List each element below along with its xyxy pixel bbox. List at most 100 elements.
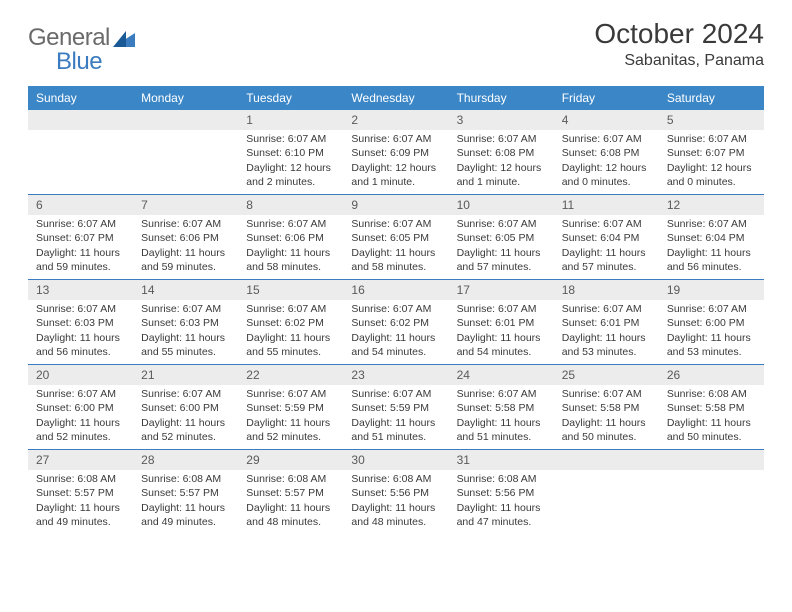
week-row: 13Sunrise: 6:07 AMSunset: 6:03 PMDayligh…	[28, 279, 764, 364]
sunset: Sunset: 6:09 PM	[351, 146, 440, 160]
empty-cell	[554, 450, 659, 534]
day-body: Sunrise: 6:08 AMSunset: 5:58 PMDaylight:…	[659, 385, 764, 448]
day-body: Sunrise: 6:07 AMSunset: 6:00 PMDaylight:…	[28, 385, 133, 448]
sunrise: Sunrise: 6:07 AM	[246, 302, 335, 316]
day-cell: 28Sunrise: 6:08 AMSunset: 5:57 PMDayligh…	[133, 450, 238, 534]
day-cell: 5Sunrise: 6:07 AMSunset: 6:07 PMDaylight…	[659, 110, 764, 194]
day-body: Sunrise: 6:07 AMSunset: 6:07 PMDaylight:…	[28, 215, 133, 278]
day-body: Sunrise: 6:07 AMSunset: 6:05 PMDaylight:…	[343, 215, 448, 278]
sunset: Sunset: 6:01 PM	[457, 316, 546, 330]
daylight: Daylight: 11 hours and 51 minutes.	[351, 416, 440, 444]
day-number: 12	[659, 195, 764, 215]
day-number: 27	[28, 450, 133, 470]
day-number: 4	[554, 110, 659, 130]
daylight: Daylight: 11 hours and 47 minutes.	[457, 501, 546, 529]
day-number: 7	[133, 195, 238, 215]
sunrise: Sunrise: 6:08 AM	[351, 472, 440, 486]
weekday-sat: Saturday	[659, 86, 764, 110]
sunset: Sunset: 6:00 PM	[667, 316, 756, 330]
weekday-thu: Thursday	[449, 86, 554, 110]
daylight: Daylight: 11 hours and 59 minutes.	[141, 246, 230, 274]
sunrise: Sunrise: 6:08 AM	[457, 472, 546, 486]
day-cell: 7 Sunrise: 6:07 AMSunset: 6:06 PMDaylight…	[133, 195, 238, 279]
sunrise: Sunrise: 6:07 AM	[351, 217, 440, 231]
calendar: Sunday Monday Tuesday Wednesday Thursday…	[28, 86, 764, 534]
sunset: Sunset: 5:58 PM	[562, 401, 651, 415]
day-body: Sunrise: 6:07 AMSunset: 6:05 PMDaylight:…	[449, 215, 554, 278]
day-cell: 19Sunrise: 6:07 AMSunset: 6:00 PMDayligh…	[659, 280, 764, 364]
sunset: Sunset: 5:59 PM	[246, 401, 335, 415]
daylight: Daylight: 12 hours and 1 minute.	[457, 161, 546, 189]
sunset: Sunset: 5:59 PM	[351, 401, 440, 415]
sunrise: Sunrise: 6:07 AM	[562, 387, 651, 401]
daylight: Daylight: 11 hours and 54 minutes.	[457, 331, 546, 359]
sunrise: Sunrise: 6:07 AM	[246, 217, 335, 231]
empty-daynum	[133, 110, 238, 130]
day-cell: 21Sunrise: 6:07 AMSunset: 6:00 PMDayligh…	[133, 365, 238, 449]
weekday-sun: Sunday	[28, 86, 133, 110]
daylight: Daylight: 11 hours and 50 minutes.	[562, 416, 651, 444]
sunset: Sunset: 6:05 PM	[457, 231, 546, 245]
day-body: Sunrise: 6:07 AMSunset: 6:00 PMDaylight:…	[659, 300, 764, 363]
sunset: Sunset: 6:03 PM	[141, 316, 230, 330]
sunrise: Sunrise: 6:07 AM	[141, 217, 230, 231]
day-cell: 13Sunrise: 6:07 AMSunset: 6:03 PMDayligh…	[28, 280, 133, 364]
day-cell: 27Sunrise: 6:08 AMSunset: 5:57 PMDayligh…	[28, 450, 133, 534]
daylight: Daylight: 11 hours and 56 minutes.	[667, 246, 756, 274]
week-row: 6Sunrise: 6:07 AMSunset: 6:07 PMDaylight…	[28, 194, 764, 279]
sunset: Sunset: 6:02 PM	[351, 316, 440, 330]
daylight: Daylight: 12 hours and 2 minutes.	[246, 161, 335, 189]
day-body: Sunrise: 6:07 AMSunset: 6:00 PMDaylight:…	[133, 385, 238, 448]
daylight: Daylight: 11 hours and 59 minutes.	[36, 246, 125, 274]
sunrise: Sunrise: 6:07 AM	[36, 387, 125, 401]
day-body: Sunrise: 6:07 AMSunset: 5:59 PMDaylight:…	[238, 385, 343, 448]
daylight: Daylight: 11 hours and 54 minutes.	[351, 331, 440, 359]
day-body: Sunrise: 6:07 AMSunset: 6:04 PMDaylight:…	[554, 215, 659, 278]
daylight: Daylight: 11 hours and 48 minutes.	[246, 501, 335, 529]
sunrise: Sunrise: 6:07 AM	[36, 217, 125, 231]
sunrise: Sunrise: 6:08 AM	[36, 472, 125, 486]
day-cell: 18Sunrise: 6:07 AMSunset: 6:01 PMDayligh…	[554, 280, 659, 364]
day-body: Sunrise: 6:07 AMSunset: 6:08 PMDaylight:…	[554, 130, 659, 193]
sunrise: Sunrise: 6:07 AM	[141, 302, 230, 316]
day-cell: 16Sunrise: 6:07 AMSunset: 6:02 PMDayligh…	[343, 280, 448, 364]
day-body: Sunrise: 6:07 AMSunset: 6:02 PMDaylight:…	[238, 300, 343, 363]
title-block: October 2024Sabanitas, Panama	[594, 18, 764, 70]
sunrise: Sunrise: 6:07 AM	[457, 387, 546, 401]
sunrise: Sunrise: 6:07 AM	[246, 132, 335, 146]
sunset: Sunset: 6:05 PM	[351, 231, 440, 245]
daylight: Daylight: 11 hours and 53 minutes.	[562, 331, 651, 359]
day-cell: 9Sunrise: 6:07 AMSunset: 6:05 PMDaylight…	[343, 195, 448, 279]
sunrise: Sunrise: 6:08 AM	[141, 472, 230, 486]
sunset: Sunset: 5:56 PM	[457, 486, 546, 500]
daylight: Daylight: 11 hours and 57 minutes.	[562, 246, 651, 274]
sunset: Sunset: 6:06 PM	[141, 231, 230, 245]
day-number: 10	[449, 195, 554, 215]
weeks: 1Sunrise: 6:07 AMSunset: 6:10 PMDaylight…	[28, 110, 764, 534]
empty-cell	[659, 450, 764, 534]
sunset: Sunset: 5:58 PM	[667, 401, 756, 415]
sunset: Sunset: 6:08 PM	[457, 146, 546, 160]
day-cell: 25Sunrise: 6:07 AMSunset: 5:58 PMDayligh…	[554, 365, 659, 449]
empty-daynum	[28, 110, 133, 130]
daylight: Daylight: 11 hours and 55 minutes.	[141, 331, 230, 359]
sunrise: Sunrise: 6:07 AM	[667, 132, 756, 146]
daylight: Daylight: 11 hours and 53 minutes.	[667, 331, 756, 359]
day-body: Sunrise: 6:07 AMSunset: 6:03 PMDaylight:…	[133, 300, 238, 363]
day-number: 21	[133, 365, 238, 385]
week-row: 27Sunrise: 6:08 AMSunset: 5:57 PMDayligh…	[28, 449, 764, 534]
weekday-wed: Wednesday	[343, 86, 448, 110]
sunrise: Sunrise: 6:07 AM	[351, 387, 440, 401]
day-cell: 8Sunrise: 6:07 AMSunset: 6:06 PMDaylight…	[238, 195, 343, 279]
daylight: Daylight: 12 hours and 0 minutes.	[667, 161, 756, 189]
day-number: 23	[343, 365, 448, 385]
daylight: Daylight: 11 hours and 49 minutes.	[36, 501, 125, 529]
day-body: Sunrise: 6:07 AMSunset: 6:07 PMDaylight:…	[659, 130, 764, 193]
daylight: Daylight: 11 hours and 57 minutes.	[457, 246, 546, 274]
day-number: 17	[449, 280, 554, 300]
day-body: Sunrise: 6:07 AMSunset: 6:10 PMDaylight:…	[238, 130, 343, 193]
day-body: Sunrise: 6:07 AMSunset: 5:58 PMDaylight:…	[449, 385, 554, 448]
sunset: Sunset: 5:56 PM	[351, 486, 440, 500]
day-number: 18	[554, 280, 659, 300]
sunset: Sunset: 6:00 PM	[141, 401, 230, 415]
